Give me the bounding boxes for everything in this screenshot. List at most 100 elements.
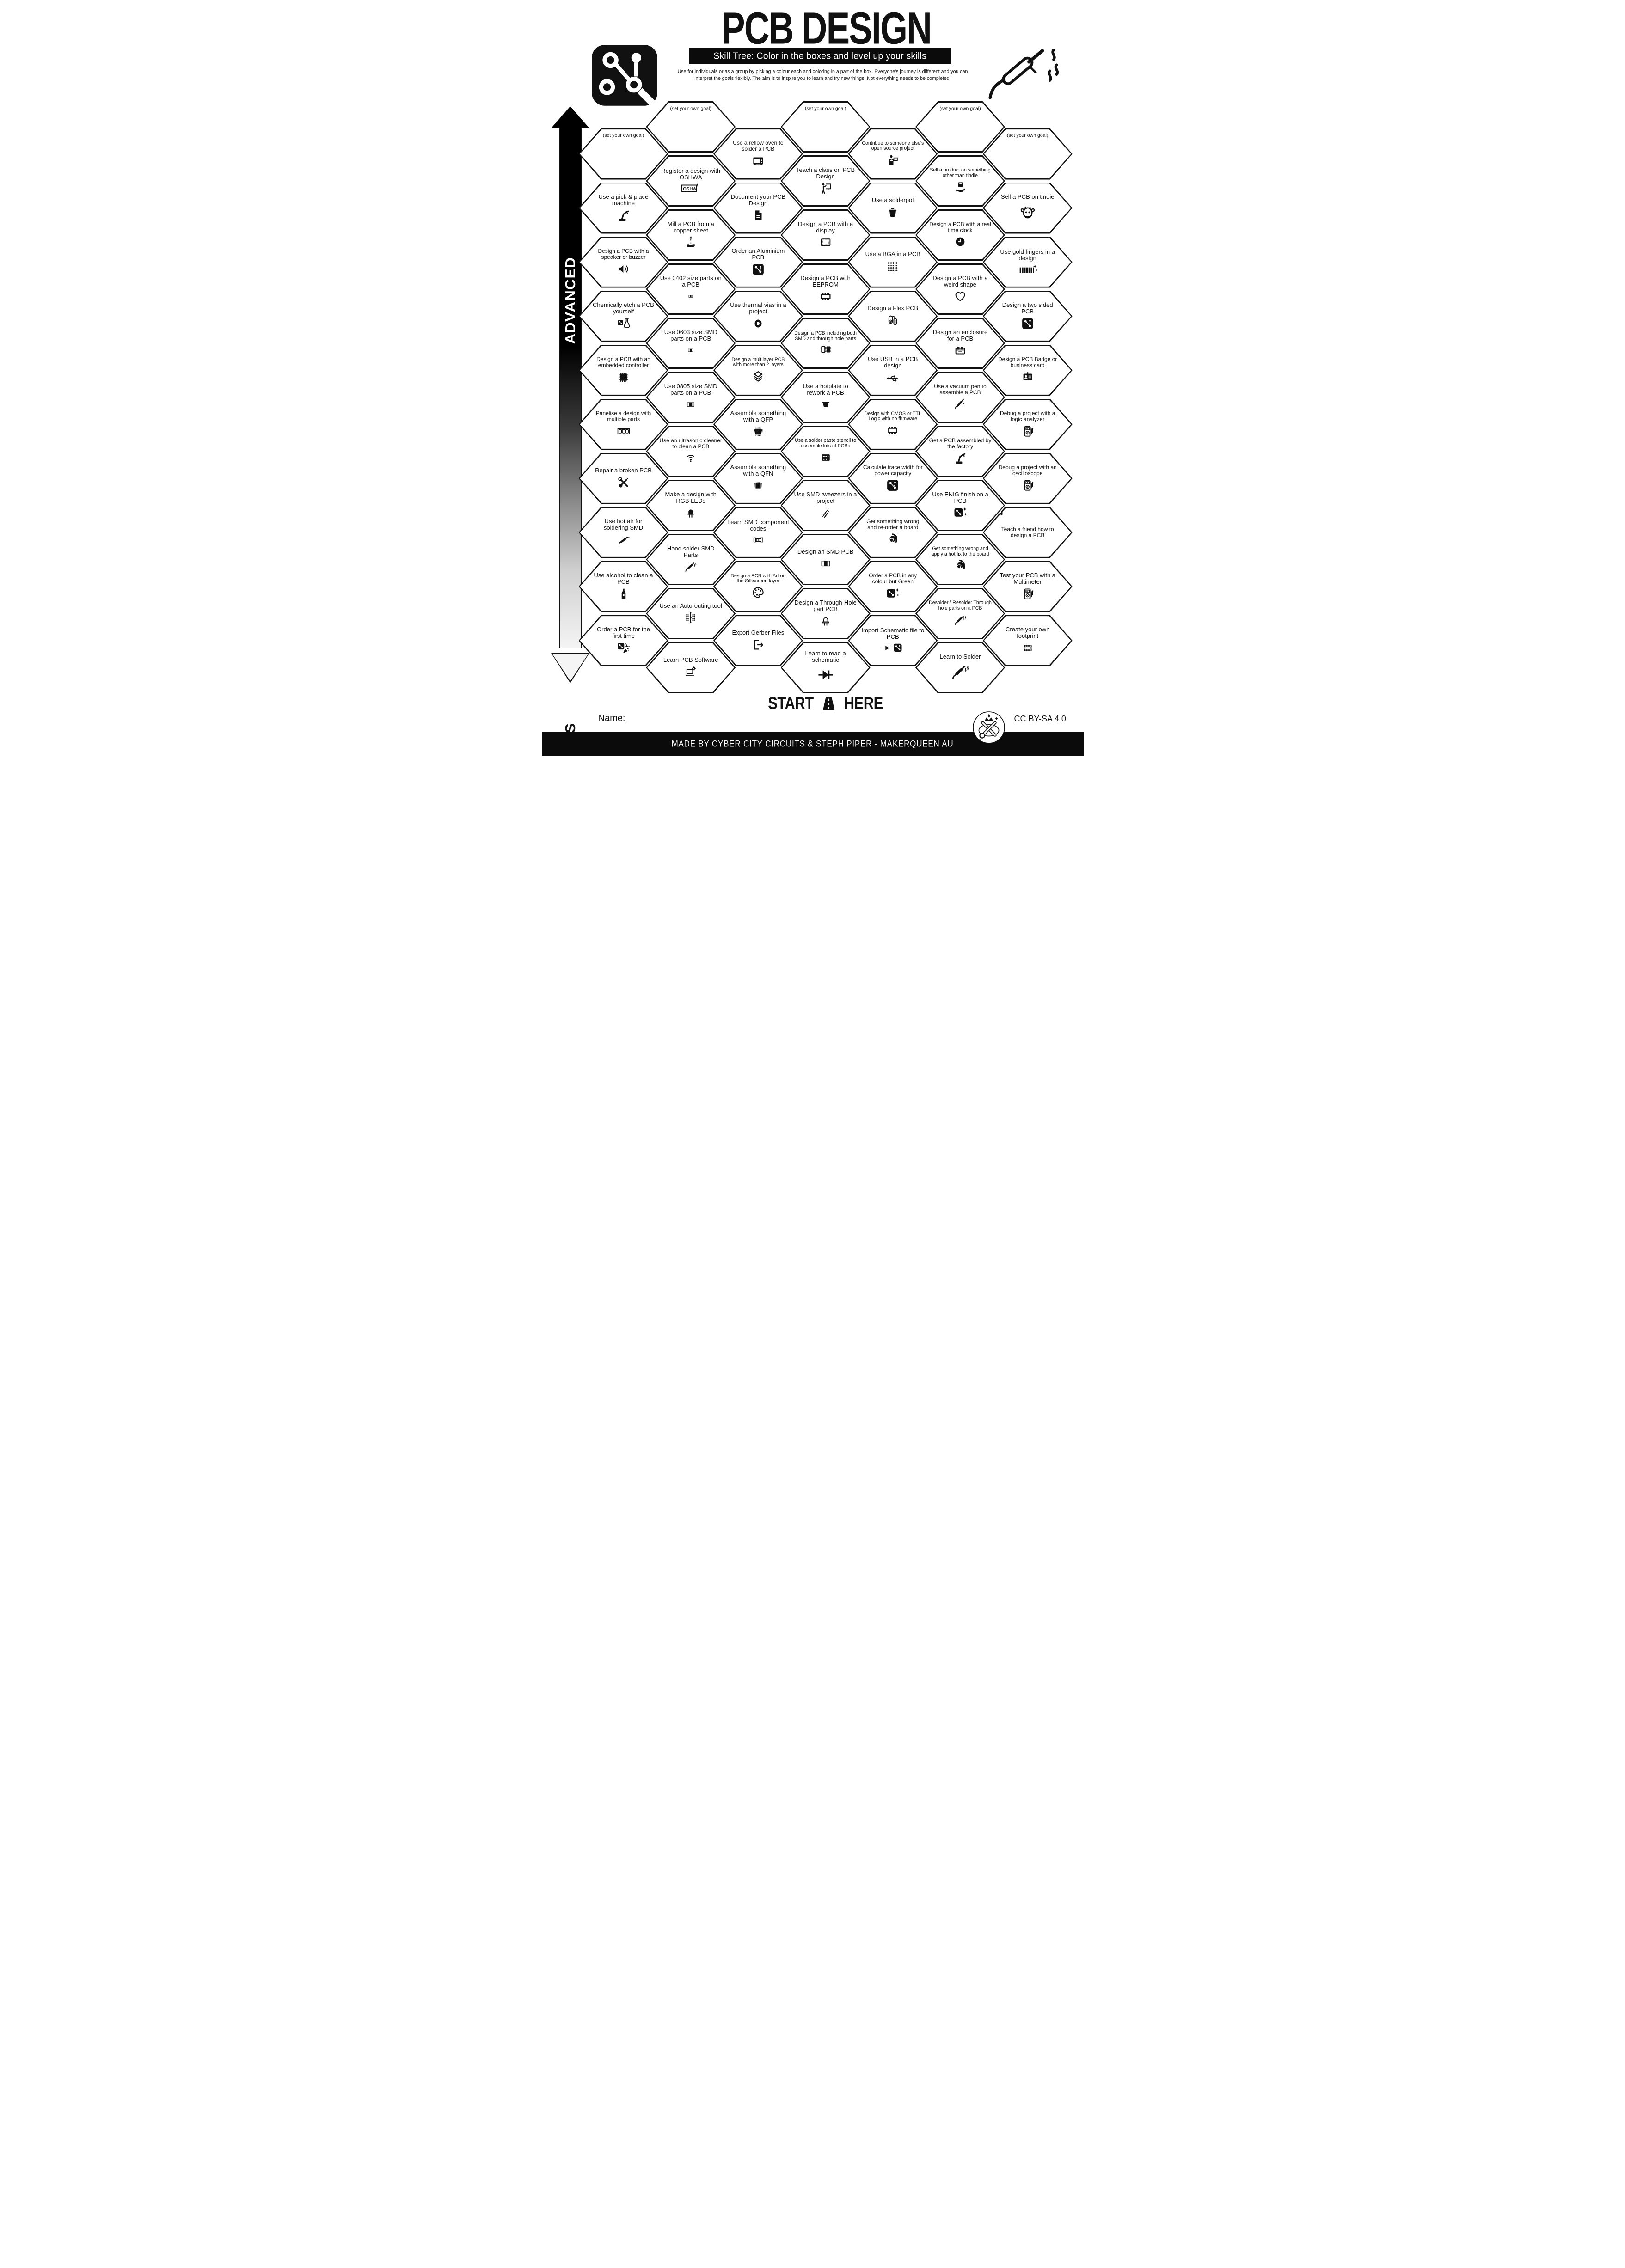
- hex-get-something-wrong-and-apply-a-hot-fix-to[interactable]: Get something wrong and apply a hot fix …: [915, 534, 1005, 585]
- hex-set-your-own-goal[interactable]: (set your own goal): [646, 101, 736, 153]
- display-icon: [819, 235, 833, 249]
- hex-label: Order a PCB for the first time: [597, 626, 650, 640]
- hex-make-a-design-with-rgb-leds[interactable]: Make a design with RGB LEDs: [646, 480, 736, 531]
- hex-desolder-resolder-through-hole-parts-on-a-[interactable]: Desolder / Resolder Through hole parts o…: [915, 588, 1005, 639]
- hex-label: Design a PCB with a real time clock: [929, 220, 991, 233]
- palette-icon: [751, 586, 765, 599]
- hex-use-0805-size-smd-parts-on-a-pcb[interactable]: Use 0805 size SMD parts on a PCB: [646, 372, 736, 423]
- mcu-icon: [617, 370, 631, 384]
- name-label: Name:: [598, 713, 625, 723]
- robot-arm-icon: [617, 208, 631, 222]
- speaker-icon: [617, 262, 631, 276]
- hex-use-an-ultrasonic-cleaner-to-clean-a-pcb[interactable]: Use an ultrasonic cleaner to clean a PCB: [646, 426, 736, 477]
- hex-label: Use SMD tweezers in a project: [794, 490, 857, 504]
- hex-label: Teach a class on PCB Design: [796, 166, 855, 180]
- hex-design-a-pcb-with-art-on-the-silkscreen-la[interactable]: Design a PCB with Art on the Silkscreen …: [713, 561, 803, 612]
- hex-set-your-own-goal[interactable]: (set your own goal): [578, 128, 668, 180]
- hex-design-a-pcb-including-both-smd-and-throug[interactable]: Design a PCB including both SMD and thro…: [780, 318, 871, 369]
- qfp-icon: [751, 425, 765, 439]
- hex-export-gerber-files[interactable]: Export Gerber Files: [713, 615, 803, 666]
- hex-mill-a-pcb-from-a-copper-sheet[interactable]: Mill a PCB from a copper sheet: [646, 209, 736, 261]
- hex-use-a-hotplate-to-rework-a-pcb[interactable]: Use a hotplate to rework a PCB: [780, 372, 871, 423]
- hex-use-a-pick-place-machine[interactable]: Use a pick & place machine: [578, 182, 668, 234]
- hex-use-0402-size-parts-on-a-pcb[interactable]: Use 0402 size parts on a PCB: [646, 263, 736, 315]
- hex-label: Import Schematic file to PCB: [861, 627, 925, 641]
- pcb-circuit-logo-icon: [589, 43, 660, 110]
- hex-assemble-something-with-a-qfp[interactable]: Assemble something with a QFP: [713, 398, 803, 450]
- hex-sell-a-product-on-something-other-than-tin[interactable]: Sell a product on something other than t…: [915, 155, 1005, 207]
- hex-label: Debug a project with a logic analyzer: [1000, 410, 1055, 423]
- name-input-line[interactable]: [626, 722, 806, 723]
- hex-use-a-solder-paste-stencil-to-assemble-lot[interactable]: Use a solder paste stencil to assemble l…: [780, 426, 871, 477]
- hex-teach-a-class-on-pcb-design[interactable]: Teach a class on PCB Design: [780, 155, 871, 207]
- oven-icon: [751, 154, 765, 168]
- hex-use-alcohol-to-clean-a-pcb[interactable]: Use alcohol to clean a PCB: [578, 561, 668, 612]
- eeprom-icon: [819, 289, 833, 303]
- hex-use-an-autorouting-tool[interactable]: Use an Autorouting tool: [646, 588, 736, 639]
- iron-icon: [684, 560, 698, 574]
- hex-label: Use a solder paste stencil to assemble l…: [795, 438, 857, 449]
- hex-import-schematic-file-to-pcb[interactable]: Import Schematic file to PCB: [848, 615, 938, 666]
- road-icon: [819, 694, 839, 713]
- hex-set-your-own-goal[interactable]: (set your own goal): [780, 101, 871, 153]
- skill-level-axis: ADVANCED BASICS: [551, 106, 590, 756]
- hex-panelise-a-design-with-multiple-parts[interactable]: Panelise a design with multiple parts: [578, 398, 668, 450]
- diode-icon: [816, 665, 836, 685]
- hex-learn-pcb-software[interactable]: Learn PCB Software: [646, 642, 736, 693]
- led-outline-icon: [819, 614, 833, 628]
- clock-icon: [953, 235, 967, 249]
- hex-order-a-pcb-for-the-first-time[interactable]: Order a PCB for the first time: [578, 615, 668, 666]
- start-label: START: [768, 693, 814, 713]
- hex-use-0603-size-smd-parts-on-a-pcb[interactable]: Use 0603 size SMD parts on a PCB: [646, 318, 736, 369]
- usb-icon: [886, 371, 900, 385]
- hex-design-a-pcb-with-an-embedded-controller[interactable]: Design a PCB with an embedded controller: [578, 344, 668, 396]
- poster: PCB DESIGN Skill Tree: Color in the boxe…: [541, 0, 1084, 756]
- hex-learn-to-read-a-schematic[interactable]: Learn to read a schematic: [780, 642, 871, 693]
- hex-design-a-multilayer-pcb-with-more-than-2-l[interactable]: Design a multilayer PCB with more than 2…: [713, 344, 803, 396]
- license-label: CC BY-SA 4.0: [1014, 714, 1066, 723]
- hex-label: Document your PCB Design: [730, 193, 786, 207]
- hex-design-a-through-hole-part-pcb[interactable]: Design a Through-Hole part PCB: [780, 588, 871, 639]
- hex-use-hot-air-for-soldering-smd[interactable]: Use hot air for soldering SMD: [578, 507, 668, 558]
- hex-document-your-pcb-design[interactable]: Document your PCB Design: [713, 182, 803, 234]
- hex-get-something-wrong-and-re-order-a-board[interactable]: Get something wrong and re-order a board: [848, 507, 938, 558]
- hex-label: Design with CMOS or TTL Logic with no fi…: [864, 410, 922, 422]
- hex-design-a-pcb-with-a-real-time-clock[interactable]: Design a PCB with a real time clock: [915, 209, 1005, 261]
- heart-icon: [953, 289, 967, 303]
- hex-register-a-design-with-oshwa[interactable]: Register a design with OSHWA OSHW: [646, 155, 736, 207]
- goal-placeholder-label: (set your own goal): [939, 105, 981, 111]
- hex-learn-smd-component-codes[interactable]: Learn SMD component codes 331: [713, 507, 803, 558]
- gold-fingers-icon: [1017, 263, 1038, 275]
- hex-use-thermal-vias-in-a-project[interactable]: Use thermal vias in a project: [713, 290, 803, 342]
- hex-assemble-something-with-a-qfn[interactable]: Assemble something with a QFN: [713, 452, 803, 504]
- hex-label: Design an enclosure for a PCB: [932, 328, 988, 342]
- laptop-gear-icon: [684, 665, 698, 679]
- hex-design-a-pcb-with-eeprom[interactable]: Design a PCB with EEPROM: [780, 263, 871, 315]
- hex-design-a-pcb-with-a-speaker-or-buzzer[interactable]: Design a PCB with a speaker or buzzer: [578, 236, 668, 288]
- multimeter-icon: [1021, 478, 1035, 492]
- hex-hand-solder-smd-parts[interactable]: Hand solder SMD Parts: [646, 534, 736, 585]
- hex-use-smd-tweezers-in-a-project[interactable]: Use SMD tweezers in a project: [780, 480, 871, 531]
- hex-use-a-reflow-oven-to-solder-a-pcb[interactable]: Use a reflow oven to solder a PCB: [713, 128, 803, 180]
- hex-calculate-trace-width-for-power-capacity[interactable]: Calculate trace width for power capacity: [848, 452, 938, 504]
- hex-design-a-pcb-with-a-display[interactable]: Design a PCB with a display: [780, 209, 871, 261]
- hex-label: Chemically etch a PCB yourself: [593, 301, 654, 315]
- hex-chemically-etch-a-pcb-yourself[interactable]: Chemically etch a PCB yourself: [578, 290, 668, 342]
- hex-label: Design an SMD PCB: [797, 548, 854, 555]
- hex-label: Learn to Solder: [939, 653, 981, 660]
- multimeter-icon: [1021, 587, 1035, 601]
- autoroute-icon: [684, 611, 698, 624]
- hex-design-a-flex-pcb[interactable]: Design a Flex PCB: [848, 290, 938, 342]
- hex-get-a-pcb-assembled-by-the-factory[interactable]: Get a PCB assembled by the factory: [915, 426, 1005, 477]
- hex-label: Teach a friend how to design a PCB: [1001, 526, 1054, 538]
- hex-use-a-bga-in-a-pcb[interactable]: Use a BGA in a PCB: [848, 236, 938, 288]
- pcb-icon: [751, 263, 765, 276]
- hex-design-with-cmos-or-ttl-logic-with-no-firm[interactable]: Design with CMOS or TTL Logic with no fi…: [848, 398, 938, 450]
- hex-use-usb-in-a-pcb-design[interactable]: Use USB in a PCB design: [848, 344, 938, 396]
- hex-order-a-pcb-in-any-colour-but-green[interactable]: Order a PCB in any colour but Green: [848, 561, 938, 612]
- hex-repair-a-broken-pcb[interactable]: Repair a broken PCB: [578, 452, 668, 504]
- hex-contribue-to-someone-else-s-open-source-pr[interactable]: Contribue to someone else's open source …: [848, 128, 938, 180]
- hex-order-an-aluminium-pcb[interactable]: Order an Aluminium PCB: [713, 236, 803, 288]
- hex-use-a-solderpot[interactable]: Use a solderpot: [848, 182, 938, 234]
- hex-design-an-smd-pcb[interactable]: Design an SMD PCB: [780, 534, 871, 585]
